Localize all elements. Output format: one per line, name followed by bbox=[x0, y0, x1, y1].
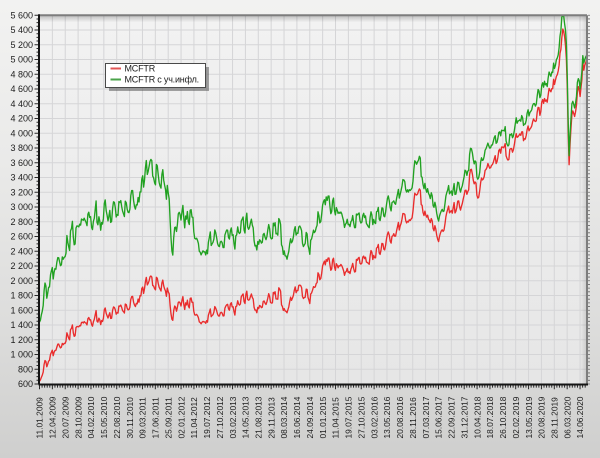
svg-text:800: 800 bbox=[18, 364, 33, 374]
svg-text:26.10.2018: 26.10.2018 bbox=[498, 396, 508, 438]
svg-text:1 400: 1 400 bbox=[10, 320, 33, 330]
svg-text:1 000: 1 000 bbox=[10, 350, 33, 360]
svg-text:11.04.2015: 11.04.2015 bbox=[331, 397, 341, 439]
svg-text:27.10.2015: 27.10.2015 bbox=[356, 396, 366, 438]
svg-text:4 800: 4 800 bbox=[10, 69, 33, 79]
svg-text:28.10.2009: 28.10.2009 bbox=[73, 396, 83, 438]
svg-text:02.01.2012: 02.01.2012 bbox=[176, 396, 186, 438]
svg-text:2 800: 2 800 bbox=[10, 217, 33, 227]
svg-text:5 000: 5 000 bbox=[10, 55, 33, 65]
svg-text:18.07.2018: 18.07.2018 bbox=[485, 396, 495, 438]
svg-text:31.12.2017: 31.12.2017 bbox=[459, 396, 469, 438]
svg-text:06.03.2020: 06.03.2020 bbox=[562, 396, 572, 438]
svg-text:11.01.2009: 11.01.2009 bbox=[35, 397, 45, 439]
svg-text:14.06.2020: 14.06.2020 bbox=[575, 396, 585, 438]
svg-text:15.05.2010: 15.05.2010 bbox=[99, 396, 109, 438]
svg-text:04.02.2010: 04.02.2010 bbox=[86, 396, 96, 438]
svg-text:20.08.2016: 20.08.2016 bbox=[395, 396, 405, 438]
svg-text:3 000: 3 000 bbox=[10, 202, 33, 212]
svg-text:4 400: 4 400 bbox=[10, 99, 33, 109]
svg-text:20.07.2009: 20.07.2009 bbox=[60, 396, 70, 438]
svg-text:5 200: 5 200 bbox=[10, 40, 33, 50]
svg-text:4 000: 4 000 bbox=[10, 128, 33, 138]
svg-text:01.01.2015: 01.01.2015 bbox=[318, 396, 328, 438]
svg-text:MCFTR с уч.инфл.: MCFTR с уч.инфл. bbox=[125, 75, 199, 85]
svg-text:19.07.2015: 19.07.2015 bbox=[344, 396, 354, 438]
svg-text:1 200: 1 200 bbox=[10, 335, 33, 345]
svg-text:03.02.2016: 03.02.2016 bbox=[369, 396, 379, 438]
svg-text:22.08.2010: 22.08.2010 bbox=[112, 396, 122, 438]
svg-text:5 400: 5 400 bbox=[10, 25, 33, 35]
svg-text:1 600: 1 600 bbox=[10, 305, 33, 315]
svg-text:19.07.2012: 19.07.2012 bbox=[202, 396, 212, 438]
svg-text:25.09.2011: 25.09.2011 bbox=[163, 397, 173, 439]
svg-text:2 600: 2 600 bbox=[10, 232, 33, 242]
svg-text:28.11.2019: 28.11.2019 bbox=[550, 397, 560, 439]
svg-text:12.04.2009: 12.04.2009 bbox=[48, 396, 58, 438]
svg-text:29.11.2013: 29.11.2013 bbox=[266, 397, 276, 439]
svg-text:03.02.2013: 03.02.2013 bbox=[228, 396, 238, 438]
svg-text:17.06.2011: 17.06.2011 bbox=[151, 397, 161, 439]
svg-text:600: 600 bbox=[18, 379, 33, 389]
svg-text:3 600: 3 600 bbox=[10, 158, 33, 168]
svg-text:07.03.2017: 07.03.2017 bbox=[421, 396, 431, 438]
svg-text:02.02.2019: 02.02.2019 bbox=[511, 396, 521, 438]
svg-text:27.10.2012: 27.10.2012 bbox=[215, 396, 225, 438]
svg-text:1 800: 1 800 bbox=[10, 291, 33, 301]
svg-text:20.08.2019: 20.08.2019 bbox=[537, 396, 547, 438]
svg-text:28.11.2016: 28.11.2016 bbox=[408, 397, 418, 439]
svg-text:14.05.2013: 14.05.2013 bbox=[241, 396, 251, 438]
svg-text:5 600: 5 600 bbox=[10, 10, 33, 20]
svg-text:15.06.2017: 15.06.2017 bbox=[434, 396, 444, 438]
svg-text:4 600: 4 600 bbox=[10, 84, 33, 94]
svg-text:3 200: 3 200 bbox=[10, 187, 33, 197]
svg-text:22.09.2017: 22.09.2017 bbox=[447, 396, 457, 438]
svg-text:24.09.2014: 24.09.2014 bbox=[305, 396, 315, 438]
svg-text:10.04.2018: 10.04.2018 bbox=[472, 396, 482, 438]
svg-text:13.05.2019: 13.05.2019 bbox=[524, 396, 534, 438]
svg-text:08.03.2014: 08.03.2014 bbox=[279, 396, 289, 438]
svg-text:2 000: 2 000 bbox=[10, 276, 33, 286]
svg-text:3 400: 3 400 bbox=[10, 173, 33, 183]
svg-text:2 200: 2 200 bbox=[10, 261, 33, 271]
svg-text:2 400: 2 400 bbox=[10, 246, 33, 256]
svg-text:4 200: 4 200 bbox=[10, 114, 33, 124]
svg-text:11.04.2012: 11.04.2012 bbox=[189, 397, 199, 439]
svg-text:16.06.2014: 16.06.2014 bbox=[292, 396, 302, 438]
svg-text:21.08.2013: 21.08.2013 bbox=[253, 396, 263, 438]
svg-text:MCFTR: MCFTR bbox=[125, 64, 156, 74]
svg-text:3 800: 3 800 bbox=[10, 143, 33, 153]
svg-text:09.03.2011: 09.03.2011 bbox=[138, 397, 148, 439]
svg-text:30.11.2010: 30.11.2010 bbox=[125, 397, 135, 439]
svg-text:13.05.2016: 13.05.2016 bbox=[382, 396, 392, 438]
